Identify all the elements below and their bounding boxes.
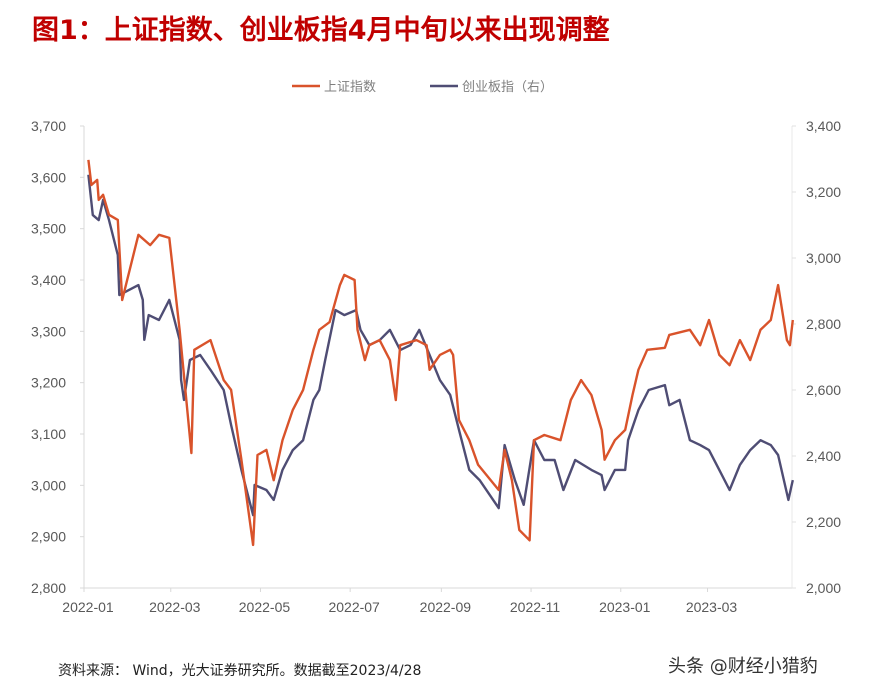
- right-tick-label: 2,800: [806, 316, 841, 332]
- left-tick-label: 3,600: [31, 169, 66, 185]
- right-tick-label: 3,200: [806, 184, 841, 200]
- legend: 上证指数 创业板指（右）: [292, 80, 553, 95]
- x-tick-label: 2023-01: [599, 599, 651, 615]
- legend-label: 上证指数: [324, 80, 376, 95]
- watermark: 头条 @财经小猎豹: [668, 656, 818, 677]
- right-tick-label: 2,200: [806, 514, 841, 530]
- x-tick-label: 2022-03: [149, 599, 201, 615]
- left-tick-label: 3,100: [31, 426, 66, 442]
- right-tick-label: 2,600: [806, 382, 841, 398]
- x-tick-label: 2022-07: [328, 599, 380, 615]
- x-tick-label: 2022-01: [62, 599, 114, 615]
- source-note: 资料来源： Wind，光大证券研究所。数据截至2023/4/28: [58, 663, 422, 679]
- right-tick-label: 2,000: [806, 580, 841, 596]
- left-tick-label: 3,400: [31, 272, 66, 288]
- x-tick-label: 2023-03: [686, 599, 738, 615]
- left-tick-label: 3,700: [31, 118, 66, 134]
- right-tick-label: 3,400: [806, 118, 841, 134]
- x-tick-label: 2022-05: [239, 599, 291, 615]
- left-tick-label: 3,300: [31, 323, 66, 339]
- legend-label: 创业板指（右）: [462, 80, 553, 95]
- x-tick-label: 2022-11: [510, 599, 561, 615]
- series-lines: [87, 159, 794, 547]
- series-line-chinext: [87, 174, 794, 517]
- left-tick-label: 3,200: [31, 375, 66, 391]
- left-tick-label: 3,000: [31, 477, 66, 493]
- left-tick-label: 2,800: [31, 580, 66, 596]
- axes: 2,800 2,900 3,000 3,100 3,200 3,300 3,400 3,500…: [31, 118, 841, 615]
- left-tick-label: 3,500: [31, 221, 66, 237]
- right-tick-label: 2,400: [806, 448, 841, 464]
- right-tick-label: 3,000: [806, 250, 841, 266]
- left-tick-label: 2,900: [31, 529, 66, 545]
- series-line-shanghai-composite: [87, 159, 794, 547]
- x-tick-label: 2022-09: [420, 599, 472, 615]
- chart-title: 图1：上证指数、创业板指4月中旬以来出现调整: [32, 15, 610, 46]
